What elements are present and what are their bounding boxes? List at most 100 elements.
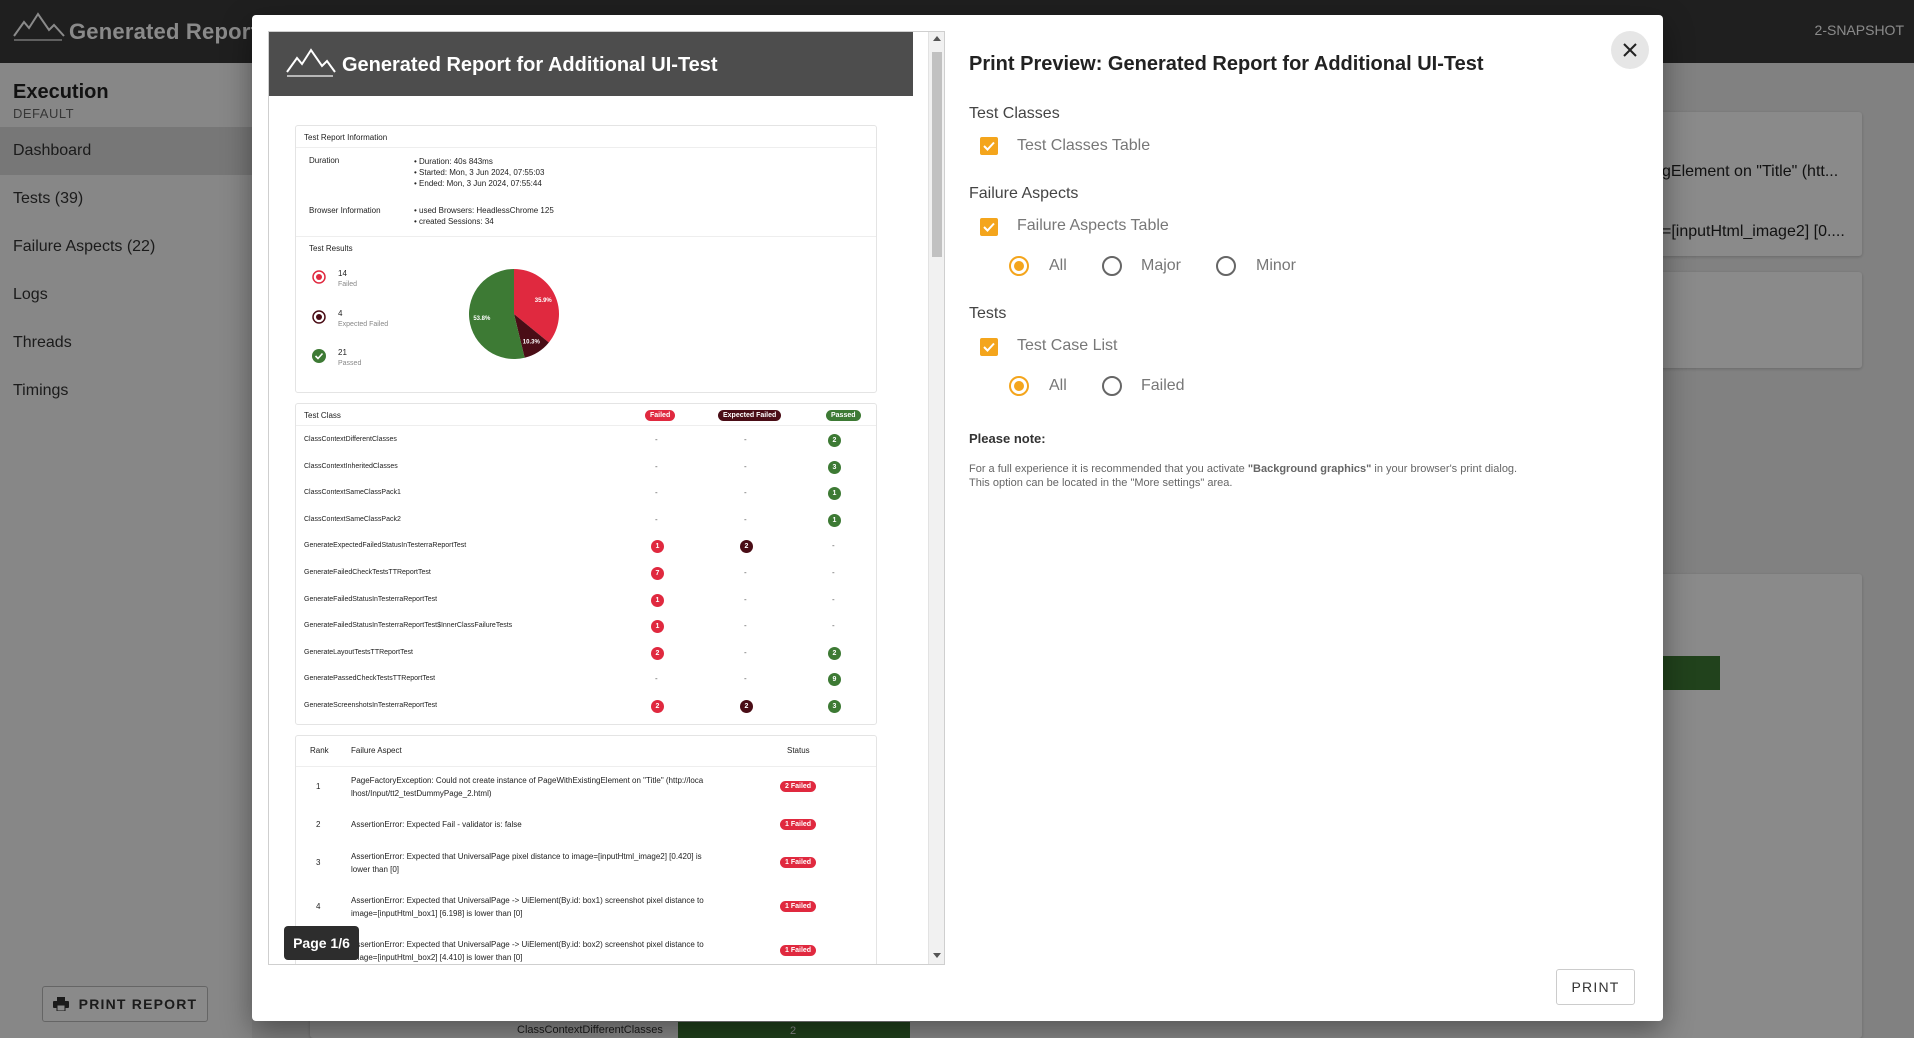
failed-column-badge: Failed (645, 410, 676, 421)
test-class-name: GenerateFailedStatusInTesterraReportTest (304, 595, 438, 603)
tests-failed-radio[interactable] (1102, 376, 1122, 396)
aspect-text: AssertionError: Expected Fail - validato… (351, 820, 522, 829)
aspect-rank: 4 (316, 902, 321, 911)
test-case-list-label[interactable]: Test Case List (1017, 337, 1118, 354)
passed-count-badge: 9 (828, 673, 841, 687)
scrollbar-thumb[interactable] (932, 52, 942, 257)
expected-failed-column-badge: Expected Failed (718, 410, 782, 421)
test-class-name: ClassContextSameClassPack2 (304, 515, 401, 523)
failure-aspects-major-label[interactable]: Major (1141, 257, 1182, 274)
sidebar: Execution DEFAULT Dashboard Tests (39) F… (0, 63, 252, 1038)
tests-all-label[interactable]: All (1049, 377, 1067, 394)
started-item: • Started: Mon, 3 Jun 2024, 07:55:03 (414, 168, 545, 177)
failed-label: Failed (338, 281, 358, 288)
testerra-logo (12, 8, 66, 49)
close-button[interactable] (1611, 31, 1649, 69)
test-class-name: GenerateFailedStatusInTesterraReportTest… (304, 622, 513, 630)
scroll-down-icon[interactable] (933, 953, 941, 958)
failure-aspects-table-checkbox[interactable] (980, 218, 998, 236)
passed-count-badge: 3 (828, 700, 841, 713)
sidebar-item-tests[interactable]: Tests (39) (13, 190, 84, 207)
passed-count-badge: 1 (828, 487, 841, 501)
tests-heading: Tests (969, 305, 1007, 322)
tests-all-radio[interactable] (1009, 376, 1029, 396)
pie-slice-expected-failed (514, 314, 549, 358)
aspect-text: PageFactoryException: Could not create i… (351, 776, 704, 785)
preview-page: Generated Report for Additional UI-Test … (269, 32, 929, 964)
results-title: Test Results (309, 244, 353, 253)
bg-text-2: =[inputHtml_image2] [0.... (1662, 223, 1845, 240)
preview-scrollbar[interactable] (928, 32, 944, 964)
aspect-status-badge: 1 Failed (780, 857, 817, 868)
sidebar-nav: Dashboard Tests (39) Failure Aspects (22… (0, 127, 252, 415)
expected-failed-icon (312, 310, 326, 324)
results-pie-chart: 35.9% 10.3% 53.8% (468, 269, 559, 359)
aspect-text: AssertionError: Expected that UniversalP… (351, 852, 702, 861)
empty-cell: - (832, 594, 835, 604)
sidebar-item-failure-aspects[interactable]: Failure Aspects (22) (13, 238, 156, 255)
failed-count-badge: 1 (651, 593, 664, 607)
test-classes-table-checkbox[interactable] (980, 137, 998, 155)
empty-cell: - (744, 514, 747, 524)
scroll-up-icon[interactable] (933, 36, 941, 41)
failed-count-badge: 1 (651, 620, 664, 634)
preview-frame[interactable]: Generated Report for Additional UI-Test … (268, 31, 945, 965)
bg-bottom-value: 2 (790, 1025, 797, 1037)
pie-label: 10.3% (523, 339, 541, 345)
check-icon (983, 222, 995, 232)
empty-cell: - (744, 621, 747, 631)
browser-label: Browser Information (309, 206, 381, 215)
test-case-list-checkbox[interactable] (980, 338, 998, 356)
aspect-text: AssertionError: Expected that UniversalP… (351, 940, 704, 949)
empty-cell: - (744, 594, 747, 604)
bg-bar-2 (678, 1022, 910, 1038)
passed-count-badge: 3 (828, 460, 841, 474)
empty-cell: - (832, 568, 835, 577)
pie-label: 35.9% (535, 298, 553, 304)
version-label: 2-SNAPSHOT (1814, 22, 1904, 38)
test-classes-section: Test Class Failed Expected Failed Passed… (295, 403, 877, 725)
duration-label: Duration (309, 156, 340, 165)
divider (296, 236, 876, 237)
test-classes-heading: Test Classes (969, 105, 1060, 122)
empty-cell: - (832, 541, 835, 551)
bg-text-1: gElement on "Title" (htt... (1662, 163, 1839, 180)
failure-aspects-minor-label[interactable]: Minor (1256, 257, 1297, 274)
test-classes-table-label[interactable]: Test Classes Table (1017, 137, 1151, 154)
report-title: Generated Report for Additional UI-Test (342, 54, 718, 76)
pie-slice-passed (468, 269, 525, 359)
note-title: Please note: (969, 431, 1046, 446)
sidebar-item-logs[interactable]: Logs (13, 286, 48, 303)
failure-aspects-table-label[interactable]: Failure Aspects Table (1017, 217, 1169, 234)
tests-failed-label[interactable]: Failed (1141, 377, 1185, 394)
empty-cell: - (655, 514, 658, 524)
aspect-text-cont: lower than [0] (351, 865, 400, 874)
test-class-name: ClassContextSameClassPack1 (304, 489, 401, 497)
expected-failed-label: Expected Failed (338, 321, 389, 328)
print-report-button[interactable]: PRINT REPORT (42, 986, 208, 1022)
check-icon (983, 342, 995, 352)
failure-aspect-header: Failure Aspect (351, 746, 402, 755)
sidebar-item-threads[interactable]: Threads (13, 334, 72, 351)
passed-count: 21 (338, 348, 347, 357)
app-title: Generated Report fo (69, 19, 286, 44)
failure-aspects-major-radio[interactable] (1102, 256, 1122, 276)
failure-aspects-all-radio[interactable] (1009, 256, 1029, 276)
close-icon (1623, 43, 1637, 57)
pie-label: 53.8% (473, 316, 491, 322)
failure-aspects-all-label[interactable]: All (1049, 257, 1067, 274)
aspect-rank: 2 (316, 820, 321, 829)
failed-count-badge: 7 (651, 567, 664, 580)
print-button[interactable]: PRINT (1556, 969, 1635, 1005)
passed-count-badge: 2 (828, 646, 841, 660)
sidebar-item-timings[interactable]: Timings (13, 382, 69, 399)
empty-cell: - (655, 488, 658, 498)
report-info-section: Test Report Information Duration • Durat… (295, 125, 877, 393)
browser-item: • used Browsers: HeadlessChrome 125 (414, 206, 554, 215)
test-class-name: GenerateScreenshotsInTesterraReportTest (304, 702, 438, 709)
sidebar-item-dashboard[interactable]: Dashboard (0, 127, 252, 175)
page-indicator: Page 1/6 (284, 926, 359, 960)
report-header: Generated Report for Additional UI-Test (269, 32, 913, 96)
failure-aspects-minor-radio[interactable] (1216, 256, 1236, 276)
expected-failed-count: 4 (338, 309, 343, 318)
